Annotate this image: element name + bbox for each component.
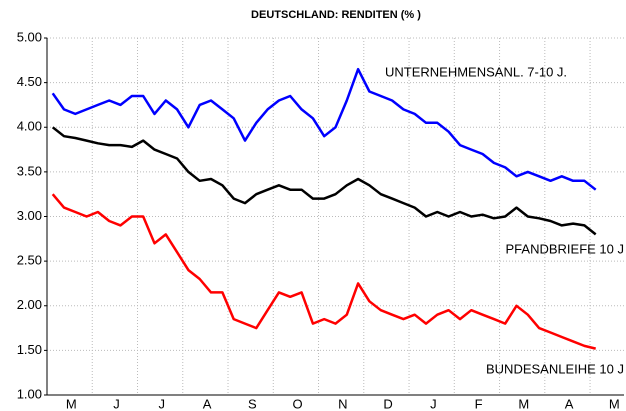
series-label: PFANDBRIEFE 10 J: [506, 241, 624, 256]
x-tick-label: N: [338, 396, 347, 411]
line-series: [51, 193, 596, 350]
chart-title: DEUTSCHLAND: RENDITEN (% ): [251, 9, 421, 21]
y-tick-label: 1.50: [17, 342, 42, 357]
line-series: [51, 126, 597, 236]
x-tick-label: J: [430, 396, 437, 411]
x-tick-label: A: [565, 396, 574, 411]
x-tick-label: A: [203, 396, 212, 411]
x-tick-label: M: [518, 396, 529, 411]
y-tick-label: 2.00: [17, 297, 42, 312]
x-tick-label: J: [159, 396, 166, 411]
x-tick-label: J: [113, 396, 120, 411]
x-tick-label: O: [292, 396, 302, 411]
y-tick-label: 4.50: [17, 74, 42, 89]
series-label: BUNDESANLEIHE 10 J: [486, 361, 624, 376]
x-tick-label: F: [475, 396, 483, 411]
y-tick-label: 4.00: [17, 119, 42, 134]
line-series: [51, 67, 597, 191]
y-tick-label: 5.00: [17, 29, 42, 44]
y-tick-label: 1.00: [17, 386, 42, 401]
x-tick-label: M: [66, 396, 77, 411]
y-tick-label: 3.00: [17, 208, 42, 223]
y-tick-label: 3.50: [17, 163, 42, 178]
series-label: UNTERNEHMENSANL. 7-10 J.: [385, 64, 567, 79]
x-tick-label: D: [383, 396, 392, 411]
y-tick-label: 2.50: [17, 253, 42, 268]
x-tick-label: M: [609, 396, 620, 411]
x-tick-label: S: [248, 396, 257, 411]
